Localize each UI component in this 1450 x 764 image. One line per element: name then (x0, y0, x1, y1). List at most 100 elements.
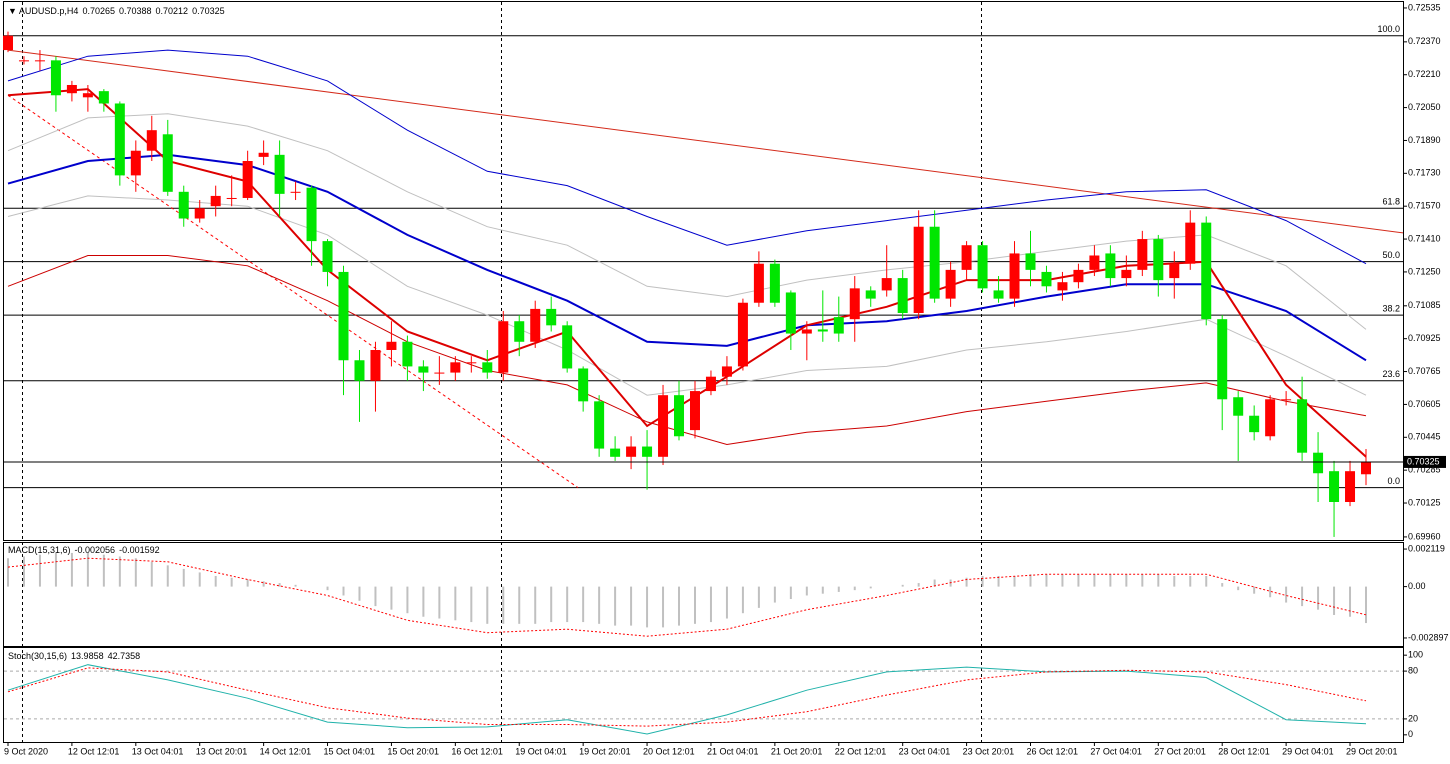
x-tick-label: 19 Oct 20:01 (579, 746, 631, 756)
y-tick-label: 0.71085 (1408, 300, 1441, 310)
indicator-line (7, 664, 1367, 735)
trendline (7, 49, 1404, 234)
candle-body (993, 290, 1004, 299)
header-open: 0.70265 (82, 6, 115, 16)
y-tick-label: 0.70765 (1408, 366, 1441, 376)
candle-body (753, 263, 764, 303)
y-tick-label: 0.72210 (1408, 69, 1441, 79)
candle-body (1329, 471, 1340, 502)
candle-body (546, 308, 557, 326)
candle-body (50, 60, 61, 96)
candle-body (466, 362, 477, 364)
header-high: 0.70388 (119, 6, 152, 16)
candle-body (929, 226, 940, 299)
indicator-line (7, 667, 1367, 727)
indicator-line (7, 557, 1367, 637)
x-tick-label: 20 Oct 12:01 (643, 746, 695, 756)
candle-body (194, 208, 205, 219)
header-low: 0.70212 (156, 6, 189, 16)
plot-layer: 100.0 61.8 50.0 38.2 23.6 0.0 9 Oct 2020 12 Oct… (3, 2, 1449, 756)
x-tick-label: 15 Oct 04:01 (324, 746, 376, 756)
candle-body (945, 269, 956, 299)
header-close: 0.70325 (192, 6, 225, 16)
candle-body (642, 446, 653, 457)
y-tick-label: 0 (1408, 729, 1413, 739)
macd-header: MACD(15,31,6) -0.002056 -0.001592 (8, 545, 160, 555)
candle-body (1185, 222, 1196, 264)
candle-body (865, 290, 876, 299)
candle-body (1169, 263, 1180, 279)
y-tick-label: 0.72535 (1408, 2, 1441, 12)
x-tick-label: 23 Oct 04:01 (899, 746, 951, 756)
y-tick-label: 0.72370 (1408, 36, 1441, 46)
candle-body (290, 191, 301, 193)
candle-body (1121, 269, 1132, 279)
candle-body (386, 341, 397, 350)
candle-body (1041, 271, 1052, 287)
candle-body (1073, 269, 1084, 283)
y-tick-label: 100 (1408, 650, 1423, 660)
macd-title: MACD(15,31,6) (8, 545, 71, 555)
candle-body (450, 362, 461, 373)
macd-signal-value: -0.001592 (119, 545, 160, 555)
candle-body (1137, 239, 1148, 270)
candle-body (82, 93, 93, 98)
y-tick-label: 0.71250 (1408, 266, 1441, 276)
candle-body (146, 130, 157, 151)
x-tick-label: 12 Oct 12:01 (68, 746, 120, 756)
candle-body (658, 395, 669, 457)
candle-body (1105, 253, 1116, 279)
x-tick-label: 27 Oct 20:01 (1154, 746, 1206, 756)
x-tick-label: 27 Oct 04:01 (1090, 746, 1142, 756)
macd-panel (3, 542, 1404, 647)
candle-body (1313, 452, 1324, 474)
candle-body (1233, 397, 1244, 416)
y-tick-label: -0.002897 (1408, 632, 1449, 642)
y-tick-label: 0.70925 (1408, 333, 1441, 343)
candle-body (1025, 253, 1036, 270)
candle-body (626, 446, 637, 457)
y-tick-label: 0.72050 (1408, 102, 1441, 112)
x-tick-label: 14 Oct 12:01 (260, 746, 312, 756)
candle-body (18, 60, 29, 62)
candle-body (226, 197, 237, 199)
candle-body (1345, 471, 1356, 502)
candle-body (594, 401, 605, 449)
menu-arrow: ▼ (8, 6, 19, 16)
macd-value: -0.002056 (75, 545, 116, 555)
candle-body (498, 321, 509, 373)
candle-body (306, 187, 317, 242)
candle-body (961, 245, 972, 270)
candle-body (1153, 239, 1164, 281)
y-tick-label: 0.002119 (1408, 543, 1445, 553)
x-tick-label: 9 Oct 2020 (4, 746, 48, 756)
candle-body (674, 395, 685, 437)
chart-header: ▼ AUDUSD.p,H4 0.70265 0.70388 0.70212 0.7032… (8, 6, 225, 16)
y-tick-label: 0.70125 (1408, 497, 1441, 507)
candle-body (1009, 253, 1020, 299)
candle-body (1297, 399, 1308, 453)
candle-body (1265, 399, 1276, 437)
x-tick-label: 16 Oct 12:01 (451, 746, 503, 756)
candle-body (130, 150, 141, 176)
candle-body (1281, 399, 1292, 401)
candle-body (817, 329, 828, 332)
candle-body (482, 362, 493, 373)
stoch-header: Stoch(30,15,6) 13.9858 42.7358 (8, 651, 140, 661)
candle-body (1089, 255, 1100, 270)
candle-body (322, 241, 333, 272)
x-tick-label: 29 Oct 04:01 (1282, 746, 1334, 756)
y-tick-label: 0.70445 (1408, 432, 1441, 442)
y-tick-label: 0.69960 (1408, 531, 1441, 541)
candle-body (338, 271, 349, 361)
candle-body (98, 91, 109, 104)
candle-body (114, 103, 125, 176)
candle-body (1361, 461, 1371, 475)
candle-body (66, 84, 77, 94)
indicator-line (7, 195, 1367, 396)
candle-body (1249, 415, 1260, 433)
candle-body (737, 302, 748, 367)
candle-body (402, 341, 413, 367)
